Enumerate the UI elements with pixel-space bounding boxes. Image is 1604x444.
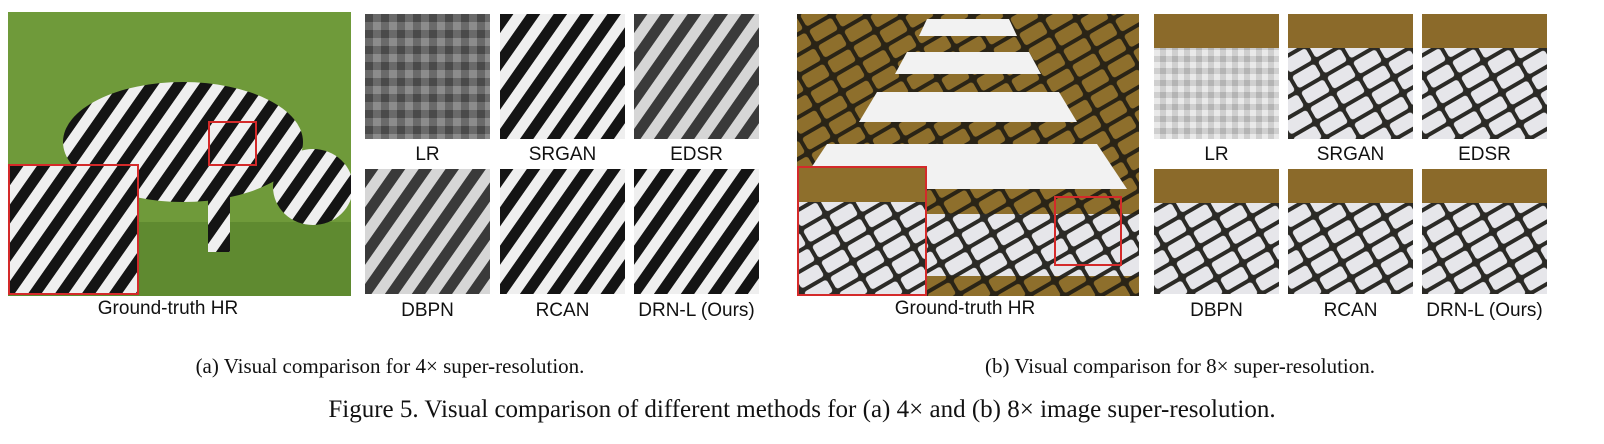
pavement-zoom-region-box xyxy=(1054,196,1122,266)
pavement-edsr-crop xyxy=(1422,14,1547,139)
zebra-lr-crop xyxy=(365,14,490,139)
zebra-edsr-label: EDSR xyxy=(670,144,723,165)
zebra-drn-l-crop xyxy=(634,169,759,294)
pavement-rcan-label: RCAN xyxy=(1323,300,1378,321)
zebra-drn-l-label: DRN-L (Ours) xyxy=(638,300,755,321)
zebra-dbpn-crop xyxy=(365,169,490,294)
figure-caption: Figure 5. Visual comparison of different… xyxy=(328,396,1276,423)
pavement-zoom-inset xyxy=(797,166,927,296)
zebra-srgan-crop xyxy=(500,14,625,139)
pavement-lr-label: LR xyxy=(1204,144,1229,165)
pavement-hr-label: Ground-truth HR xyxy=(894,298,1036,319)
zebra-rcan-label: RCAN xyxy=(535,300,590,321)
subcaption-a: (a) Visual comparison for 4× super-resol… xyxy=(195,354,585,378)
zebra-zoom-region-box xyxy=(208,121,257,166)
pavement-edsr-label: EDSR xyxy=(1458,144,1511,165)
subcaption-b: (b) Visual comparison for 8× super-resol… xyxy=(984,354,1376,378)
zebra-rcan-crop xyxy=(500,169,625,294)
pavement-drn-l-label: DRN-L (Ours) xyxy=(1426,300,1543,321)
pavement-dbpn-label: DBPN xyxy=(1190,300,1243,321)
zebra-edsr-crop xyxy=(634,14,759,139)
pavement-drn-l-crop xyxy=(1422,169,1547,294)
pavement-srgan-crop xyxy=(1288,14,1413,139)
zebra-lr-label: LR xyxy=(415,144,440,165)
zebra-dbpn-label: DBPN xyxy=(401,300,454,321)
zebra-srgan-label: SRGAN xyxy=(528,144,597,165)
pavement-rcan-crop xyxy=(1288,169,1413,294)
zebra-hr-label: Ground-truth HR xyxy=(97,298,239,319)
pavement-lr-crop xyxy=(1154,14,1279,139)
zebra-zoom-inset xyxy=(8,164,139,295)
pavement-srgan-label: SRGAN xyxy=(1316,144,1385,165)
pavement-dbpn-crop xyxy=(1154,169,1279,294)
